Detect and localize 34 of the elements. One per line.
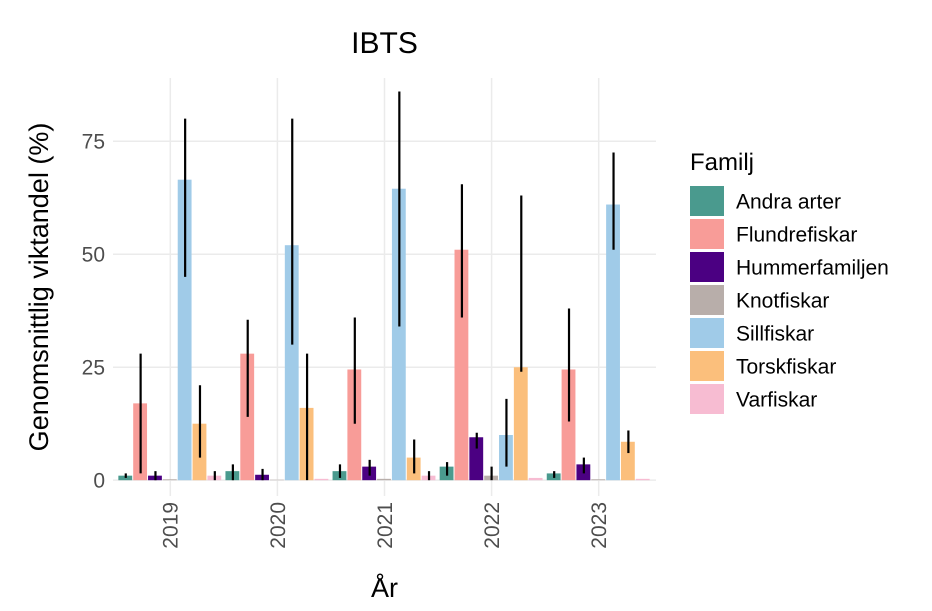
bar (192, 424, 206, 480)
y-axis-title: Genomsnittlig viktandel (%) (24, 122, 54, 452)
bar (499, 434, 513, 480)
x-tick-label: 2022 (480, 502, 504, 549)
y-tick-label: 75 (82, 130, 105, 154)
bar (514, 367, 528, 480)
legend-label: Torskfiskar (736, 355, 836, 378)
legend-label: Hummerfamiljen (736, 256, 889, 280)
y-tick-label: 50 (82, 244, 105, 267)
bar (178, 180, 192, 480)
x-tick-label: 2023 (588, 502, 612, 549)
x-tick-label: 2021 (374, 502, 397, 549)
legend-label: Flundrefiskar (736, 223, 858, 246)
bar (528, 478, 543, 480)
y-tick-label: 0 (93, 470, 105, 493)
bar (392, 188, 406, 480)
x-axis-title: År (371, 573, 398, 603)
y-tick-label: 25 (82, 356, 105, 380)
bar (284, 245, 299, 480)
bar (469, 437, 484, 480)
bar (454, 250, 468, 480)
bar (606, 204, 620, 480)
legend-label: Knotfiskar (736, 289, 830, 312)
legend-label: Sillfiskar (736, 322, 814, 346)
bar (440, 466, 454, 480)
legend-title: Familj (690, 149, 754, 176)
bar (562, 369, 576, 480)
bar (576, 464, 590, 480)
legend-label: Varfiskar (736, 388, 818, 412)
bar (620, 442, 635, 480)
x-tick-label: 2019 (160, 502, 183, 549)
legend-label: Andra arter (736, 190, 842, 214)
x-tick-label: 2020 (266, 502, 290, 549)
chart-title: IBTS (351, 27, 418, 60)
